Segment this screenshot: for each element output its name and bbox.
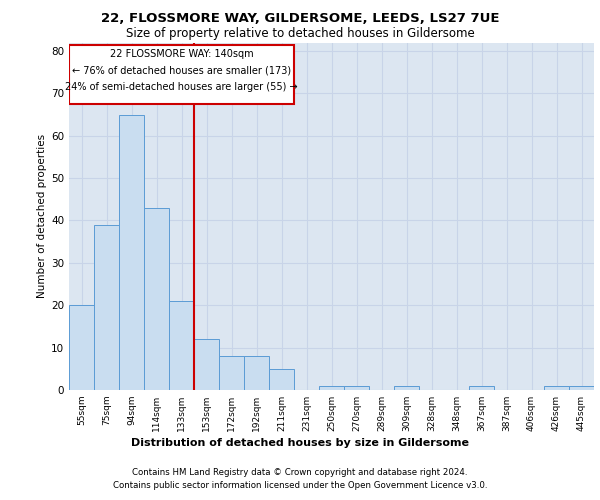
Bar xyxy=(269,369,294,390)
Text: 22 FLOSSMORE WAY: 140sqm: 22 FLOSSMORE WAY: 140sqm xyxy=(110,49,253,59)
Text: Contains HM Land Registry data © Crown copyright and database right 2024.: Contains HM Land Registry data © Crown c… xyxy=(132,468,468,477)
Bar xyxy=(144,208,169,390)
Bar xyxy=(319,386,344,390)
Bar xyxy=(544,386,569,390)
Bar xyxy=(194,339,219,390)
Text: 24% of semi-detached houses are larger (55) →: 24% of semi-detached houses are larger (… xyxy=(65,82,298,92)
FancyBboxPatch shape xyxy=(69,44,294,104)
Bar xyxy=(219,356,244,390)
Bar xyxy=(69,305,94,390)
Bar xyxy=(569,386,594,390)
Bar xyxy=(119,114,144,390)
Y-axis label: Number of detached properties: Number of detached properties xyxy=(37,134,47,298)
Bar xyxy=(244,356,269,390)
Text: Size of property relative to detached houses in Gildersome: Size of property relative to detached ho… xyxy=(125,28,475,40)
Bar xyxy=(469,386,494,390)
Text: 22, FLOSSMORE WAY, GILDERSOME, LEEDS, LS27 7UE: 22, FLOSSMORE WAY, GILDERSOME, LEEDS, LS… xyxy=(101,12,499,26)
Text: Distribution of detached houses by size in Gildersome: Distribution of detached houses by size … xyxy=(131,438,469,448)
Bar xyxy=(94,224,119,390)
Bar xyxy=(344,386,369,390)
Text: ← 76% of detached houses are smaller (173): ← 76% of detached houses are smaller (17… xyxy=(72,66,291,76)
Text: Contains public sector information licensed under the Open Government Licence v3: Contains public sector information licen… xyxy=(113,482,487,490)
Bar xyxy=(169,301,194,390)
Bar xyxy=(394,386,419,390)
